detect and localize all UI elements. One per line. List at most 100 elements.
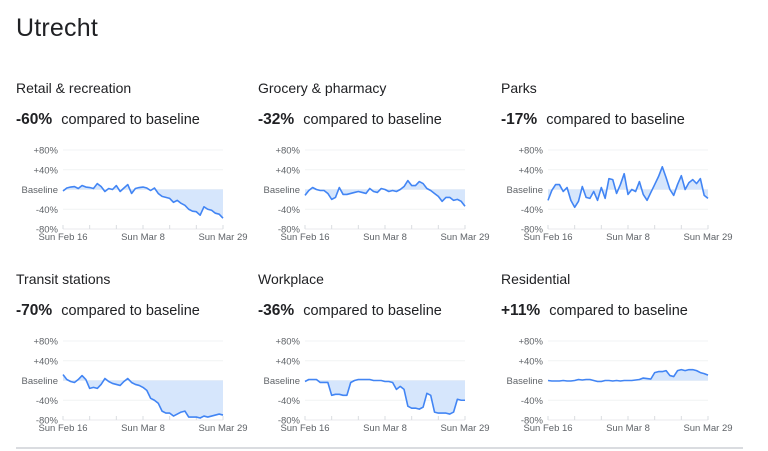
data-line: [547, 165, 709, 209]
y-tick-label: +80%: [33, 337, 58, 348]
card-grocery: Grocery & pharmacy -32% compared to basel…: [258, 80, 498, 260]
y-tick-label: +80%: [33, 146, 58, 157]
x-tick-label: Sun Feb 16: [523, 423, 572, 434]
chart-residential: +80% +40% Baseline -40% -80% Sun Feb 16 Sun Ma…: [501, 325, 741, 437]
x-tick-label: Sun Mar 8: [121, 423, 165, 434]
chart-svg: +80% +40% Baseline -40% -80%Sun Feb 16 Sun Ma…: [264, 146, 490, 244]
y-tick-label: -80%: [36, 225, 59, 236]
card-title: Workplace: [258, 271, 324, 287]
card-value: +11% compared to baseline: [501, 302, 688, 320]
card-retail: Retail & recreation -60% compared to base…: [16, 80, 256, 260]
y-tick-label: +40%: [33, 356, 58, 367]
chart-svg: +80% +40% Baseline -40% -80%Sun Feb 16 Sun Ma…: [264, 337, 490, 435]
y-tick-label: +80%: [518, 337, 543, 348]
x-tick-label: Sun Mar 29: [440, 423, 489, 434]
chart-parks: +80% +40% Baseline -40% -80% Sun Feb 16 Sun Ma…: [501, 134, 741, 246]
section-divider: [16, 447, 743, 449]
y-tick-label: Baseline: [264, 185, 300, 196]
y-tick-label: -40%: [278, 396, 301, 407]
y-tick-label: +40%: [275, 356, 300, 367]
y-tick-label: +80%: [275, 337, 300, 348]
chart-retail: +80% +40% Baseline -40% -80% Sun Feb 16 Sun Ma…: [16, 134, 256, 246]
x-tick-label: Sun Mar 29: [683, 232, 732, 243]
card-transit: Transit stations -70% compared to baselin…: [16, 271, 256, 451]
card-title: Retail & recreation: [16, 80, 132, 96]
card-title: Transit stations: [16, 271, 111, 287]
percent-change: -60%: [16, 111, 53, 128]
x-tick-label: Sun Feb 16: [38, 232, 87, 243]
chart-svg: +80% +40% Baseline -40% -80%Sun Feb 16 Sun Ma…: [507, 337, 733, 435]
y-tick-label: -80%: [521, 225, 544, 236]
x-tick-label: Sun Feb 16: [280, 423, 329, 434]
card-value: -36% compared to baseline: [258, 302, 442, 320]
data-line: [62, 374, 224, 419]
y-tick-label: Baseline: [22, 376, 58, 387]
card-value: -70% compared to baseline: [16, 302, 200, 320]
x-tick-label: Sun Feb 16: [523, 232, 572, 243]
y-tick-label: Baseline: [22, 185, 58, 196]
x-tick-label: Sun Mar 8: [121, 232, 165, 243]
compared-label: compared to baseline: [303, 303, 442, 319]
y-tick-label: +40%: [518, 356, 543, 367]
x-tick-label: Sun Mar 8: [606, 423, 650, 434]
data-line: [547, 368, 709, 383]
card-value: -60% compared to baseline: [16, 111, 200, 129]
area-fill: [63, 374, 223, 419]
percent-change: -32%: [258, 111, 295, 128]
compared-label: compared to baseline: [303, 112, 442, 128]
y-tick-label: -80%: [278, 225, 301, 236]
compared-label: compared to baseline: [61, 112, 200, 128]
data-line: [304, 378, 465, 415]
percent-change: +11%: [501, 302, 541, 319]
y-tick-label: -40%: [278, 205, 301, 216]
x-tick-label: Sun Mar 29: [440, 232, 489, 243]
y-tick-label: -40%: [521, 205, 544, 216]
y-tick-label: +80%: [275, 146, 300, 157]
x-tick-label: Sun Feb 16: [280, 232, 329, 243]
y-tick-label: +40%: [33, 165, 58, 176]
x-tick-label: Sun Mar 29: [683, 423, 732, 434]
card-title: Parks: [501, 80, 537, 96]
compared-label: compared to baseline: [549, 303, 688, 319]
data-line: [62, 182, 224, 219]
card-title: Grocery & pharmacy: [258, 80, 387, 96]
y-tick-label: Baseline: [507, 376, 543, 387]
y-tick-label: -80%: [521, 416, 544, 427]
area-fill: [63, 183, 223, 219]
card-value: -17% compared to baseline: [501, 111, 685, 129]
area-fill: [305, 180, 465, 207]
x-tick-label: Sun Mar 8: [606, 232, 650, 243]
y-tick-label: -40%: [521, 396, 544, 407]
y-tick-label: Baseline: [507, 185, 543, 196]
chart-svg: +80% +40% Baseline -40% -80%Sun Feb 16 Sun Ma…: [22, 337, 248, 435]
compared-label: compared to baseline: [546, 112, 685, 128]
y-tick-label: +40%: [518, 165, 543, 176]
chart-svg: +80% +40% Baseline -40% -80%Sun Feb 16 Sun Ma…: [22, 146, 248, 244]
x-tick-label: Sun Mar 8: [363, 423, 407, 434]
card-residential: Residential +11% compared to baseline +80…: [501, 271, 741, 451]
data-line: [304, 179, 466, 207]
card-parks: Parks -17% compared to baseline +80% +40% B…: [501, 80, 741, 260]
percent-change: -70%: [16, 302, 53, 319]
y-tick-label: -40%: [36, 205, 59, 216]
percent-change: -36%: [258, 302, 295, 319]
chart-transit: +80% +40% Baseline -40% -80% Sun Feb 16 Sun Ma…: [16, 325, 256, 437]
y-tick-label: +40%: [275, 165, 300, 176]
x-tick-label: Sun Mar 29: [198, 423, 247, 434]
chart-svg: +80% +40% Baseline -40% -80%Sun Feb 16 Sun Ma…: [507, 146, 733, 244]
page-title: Utrecht: [16, 14, 98, 42]
y-tick-label: -40%: [36, 396, 59, 407]
chart-workplace: +80% +40% Baseline -40% -80% Sun Feb 16 Sun Ma…: [258, 325, 498, 437]
x-tick-label: Sun Mar 29: [198, 232, 247, 243]
card-value: -32% compared to baseline: [258, 111, 442, 129]
card-title: Residential: [501, 271, 571, 287]
area-fill: [548, 369, 708, 382]
chart-grocery: +80% +40% Baseline -40% -80% Sun Feb 16 Sun Ma…: [258, 134, 498, 246]
compared-label: compared to baseline: [61, 303, 200, 319]
x-tick-label: Sun Mar 8: [363, 232, 407, 243]
x-tick-label: Sun Feb 16: [38, 423, 87, 434]
area-fill: [305, 379, 465, 415]
y-tick-label: -80%: [278, 416, 301, 427]
card-workplace: Workplace -36% compared to baseline +80% +…: [258, 271, 498, 451]
y-tick-label: -80%: [36, 416, 59, 427]
